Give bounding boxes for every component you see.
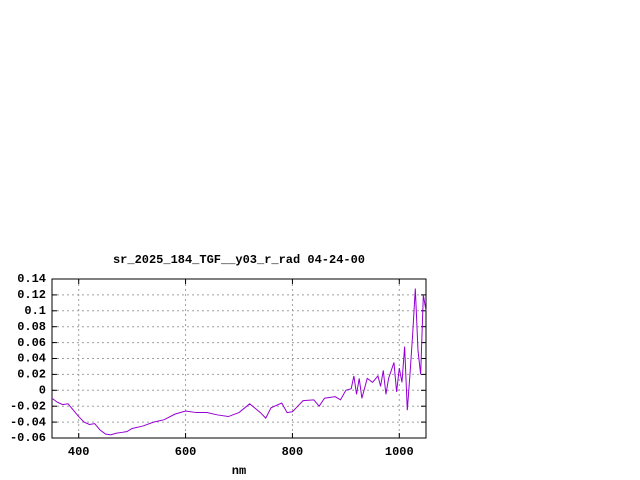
y-tick-label: -0.02 (10, 399, 46, 413)
x-axis-label: nm (232, 464, 246, 478)
y-tick-label: 0.06 (17, 336, 46, 350)
x-tick-label: 800 (282, 445, 304, 459)
y-tick-label: 0.02 (17, 368, 46, 382)
y-tick-label: 0 (39, 383, 46, 397)
y-tick-label: 0.12 (17, 288, 46, 302)
y-tick-label: 0.1 (24, 304, 46, 318)
chart-title: sr_2025_184_TGF__y03_r_rad 04-24-00 (113, 253, 365, 267)
data-line (51, 288, 427, 436)
x-tick-label: 600 (175, 445, 197, 459)
y-tick-label: 0.04 (17, 352, 46, 366)
y-tick-label: 0.08 (17, 320, 46, 334)
y-tick-label: -0.04 (10, 415, 46, 429)
y-tick-label: 0.14 (17, 272, 46, 286)
x-tick-label: 1000 (385, 445, 414, 459)
x-tick-label: 400 (68, 445, 90, 459)
y-tick-label: -0.06 (10, 431, 46, 445)
plot-border (51, 278, 427, 439)
